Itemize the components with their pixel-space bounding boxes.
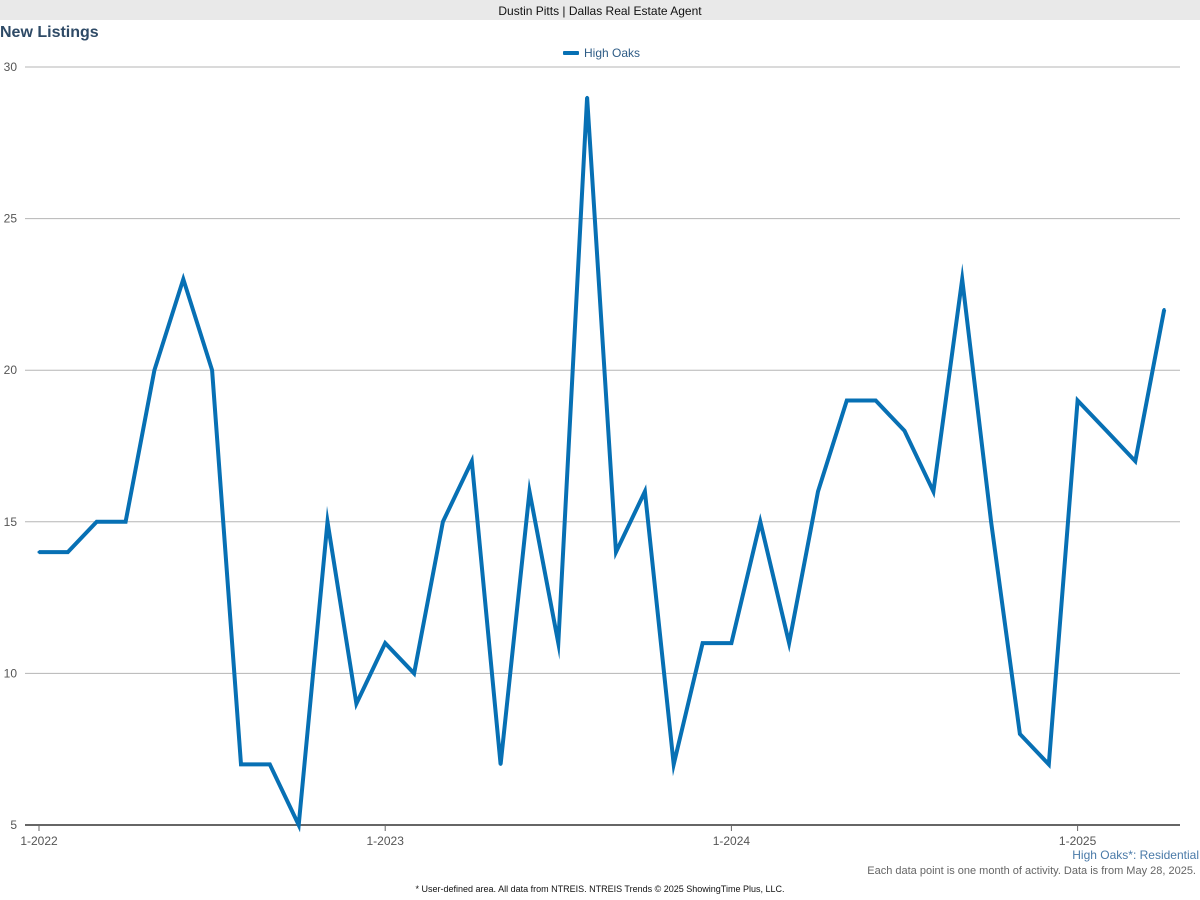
data-point-2022-08	[239, 762, 243, 766]
data-point-2025-01	[1076, 399, 1080, 403]
data-point-2025-02	[1104, 429, 1108, 433]
data-point-2023-01	[383, 641, 387, 645]
data-point-2022-04	[124, 520, 128, 524]
y-tick-label-10: 10	[4, 666, 18, 680]
data-point-2024-10	[989, 520, 993, 524]
y-tick-label-5: 5	[10, 818, 17, 832]
y-tick-label-20: 20	[4, 363, 18, 377]
data-point-2024-08	[931, 489, 935, 493]
data-point-2024-11	[1018, 732, 1022, 736]
data-point-2024-07	[903, 429, 906, 433]
data-point-2024-05	[845, 399, 849, 403]
data-point-2022-01	[37, 550, 41, 554]
x-tick-label-1-2025: 1-2025	[1059, 834, 1097, 848]
chart-title: New Listings	[0, 24, 99, 41]
data-point-2023-10	[643, 489, 647, 493]
legend[interactable]: High Oaks	[563, 46, 640, 60]
data-point-2023-11	[672, 762, 676, 766]
series-line-high-oaks	[39, 97, 1167, 833]
data-point-2022-10	[297, 823, 301, 827]
data-point-2023-12	[701, 641, 705, 645]
data-point-2022-12	[354, 702, 358, 706]
data-point-2023-02	[412, 671, 416, 675]
data-point-2022-09	[268, 762, 272, 766]
data-point-2023-07	[556, 641, 560, 645]
data-point-2022-11	[326, 520, 329, 524]
data-point-2023-04	[470, 459, 474, 463]
data-point-2024-06	[874, 399, 878, 403]
data-point-2024-01	[729, 641, 733, 645]
data-point-2022-06	[181, 277, 185, 281]
data-point-2024-02	[758, 520, 762, 524]
x-tick-label-1-2024: 1-2024	[713, 834, 751, 848]
legend-label-high-oaks: High Oaks	[584, 46, 641, 60]
data-point-2025-04	[1162, 308, 1166, 312]
data-point-2023-08	[585, 95, 589, 99]
data-point-2023-06	[527, 489, 531, 493]
data-point-2022-02	[66, 550, 70, 554]
data-point-2023-09	[614, 550, 618, 554]
y-tick-label-30: 30	[4, 60, 18, 74]
data-point-2024-12	[1047, 762, 1051, 766]
data-point-2022-05	[152, 368, 156, 372]
legend-swatch-high-oaks	[563, 51, 579, 55]
data-point-2022-07	[210, 368, 214, 372]
data-point-2025-03	[1133, 459, 1137, 463]
data-point-2022-03	[95, 520, 99, 524]
data-point-2024-09	[960, 277, 964, 281]
data-note: Each data point is one month of activity…	[867, 865, 1196, 877]
data-point-2024-04	[816, 489, 820, 493]
report-header: Dustin Pitts | Dallas Real Estate Agent	[0, 0, 1200, 20]
footer-note: * User-defined area. All data from NTREI…	[415, 884, 785, 894]
area-label: High Oaks*: Residential	[1072, 848, 1199, 862]
x-tick-label-1-2023: 1-2023	[367, 834, 405, 848]
data-point-2023-03	[441, 520, 445, 524]
data-point-2024-03	[787, 641, 791, 645]
y-tick-label-25: 25	[4, 212, 18, 226]
y-tick-label-15: 15	[4, 515, 18, 529]
x-tick-label-1-2022: 1-2022	[20, 834, 58, 848]
data-point-2023-05	[499, 762, 503, 766]
